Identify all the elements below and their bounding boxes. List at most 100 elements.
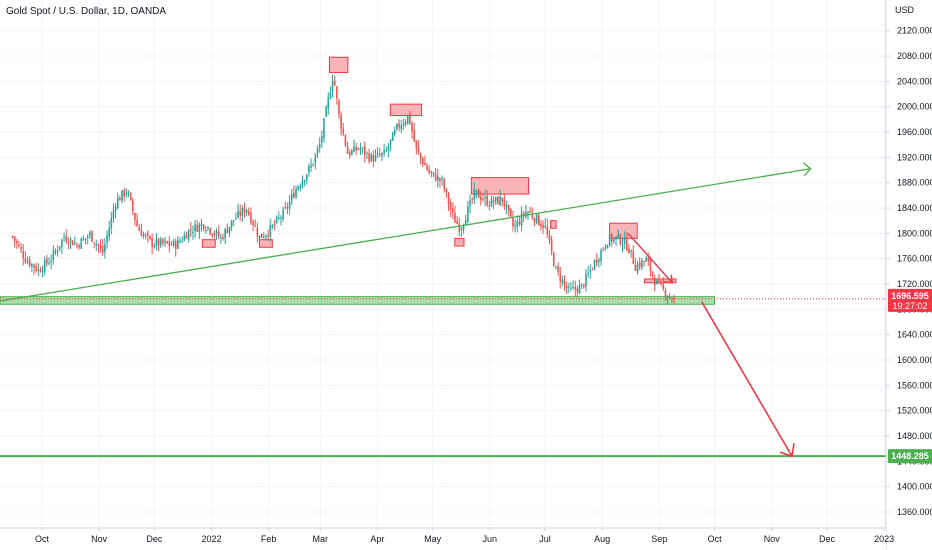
candle-body — [419, 153, 422, 158]
time-tick-label: Feb — [261, 534, 277, 544]
price-tick-label: 1840.000 — [897, 203, 932, 213]
price-tick-label: 1720.000 — [897, 279, 932, 289]
candle-body — [658, 280, 660, 282]
candle-body — [426, 165, 428, 170]
candle-body — [286, 206, 289, 209]
candle-body — [205, 229, 207, 231]
candle-body — [18, 244, 20, 246]
candle-body — [290, 194, 293, 201]
candle-body — [280, 217, 282, 219]
price-tick-label: 1960.000 — [897, 127, 932, 137]
candle-body — [104, 244, 106, 252]
candle-body — [258, 235, 261, 239]
candle-body — [546, 226, 549, 235]
candle-body — [194, 224, 196, 232]
candle-body — [396, 123, 398, 129]
candle-body — [162, 238, 164, 244]
candle-body — [378, 154, 381, 156]
candle-body — [192, 232, 194, 234]
candle-body — [314, 154, 317, 164]
candle-body — [112, 210, 115, 218]
candle-body — [643, 261, 645, 263]
candle-body — [363, 146, 366, 155]
candle-body — [35, 266, 37, 271]
candle-body — [537, 215, 540, 226]
candle-body — [477, 189, 480, 198]
time-tick-label: 2023 — [874, 534, 894, 544]
candle-body — [138, 227, 141, 231]
drawing-lines[interactable] — [0, 162, 886, 458]
candle-body — [164, 240, 166, 243]
candle-body — [340, 114, 342, 129]
candle-body — [260, 233, 263, 238]
candle-body — [217, 231, 220, 237]
time-tick-label: Oct — [35, 534, 50, 544]
candle-body — [479, 196, 482, 201]
candle-body — [41, 270, 44, 273]
candle-body — [220, 237, 222, 239]
time-axis[interactable]: Oct Nov Dec 2022 Feb Mar Apr May Jun Jul Aug Sep Oct… — [0, 527, 894, 550]
candle-body — [671, 298, 673, 300]
candle-body — [61, 239, 63, 247]
candle-body — [299, 185, 302, 188]
small-arrow — [627, 232, 673, 284]
candle-body — [662, 283, 665, 289]
candle-body — [516, 221, 519, 227]
resistance-box — [609, 222, 638, 239]
price-tick-label: 2080.000 — [897, 51, 932, 61]
symbol-title[interactable]: Gold Spot / U.S. Dollar, 1D, OANDA — [6, 6, 167, 17]
candle-body — [486, 195, 488, 206]
time-tick-label: Dec — [819, 534, 836, 544]
candle-body — [43, 259, 46, 272]
small-arrowhead — [664, 274, 674, 284]
candle-body — [514, 225, 516, 228]
candle-body — [626, 238, 628, 250]
candle-body — [570, 287, 572, 289]
candle-body — [456, 221, 458, 224]
candle-body — [587, 273, 589, 275]
candle-body — [452, 208, 454, 214]
candle-body — [222, 237, 224, 240]
candle-body — [31, 263, 33, 267]
candle-body — [273, 224, 276, 226]
candle-body — [226, 229, 229, 233]
candle-body — [458, 223, 461, 232]
drawing-zones[interactable] — [0, 56, 716, 305]
price-axis[interactable]: 2120.000 2080.000 2040.000 2000.000 1960.000… — [885, 0, 932, 550]
candle-body — [263, 236, 265, 238]
candle-body — [460, 228, 463, 230]
candle-body — [595, 259, 598, 263]
candle-body — [441, 178, 443, 180]
candle-body — [527, 211, 529, 214]
candle-body — [666, 296, 669, 298]
candle-body — [250, 212, 252, 223]
candle-body — [86, 236, 89, 238]
candle-body — [159, 239, 162, 246]
candle-body — [247, 211, 250, 215]
candle-body — [116, 197, 119, 208]
candle-body — [39, 270, 42, 272]
candle-body — [91, 231, 93, 242]
candle-body — [166, 241, 168, 244]
candle-body — [189, 229, 192, 231]
candle-body — [415, 140, 418, 149]
candle-body — [95, 243, 98, 245]
candle-body — [237, 210, 239, 218]
candle-body — [22, 251, 25, 259]
candle-body — [89, 232, 91, 237]
candle-body — [499, 196, 501, 206]
time-tick-label: Jun — [483, 534, 498, 544]
candle-body — [336, 86, 338, 99]
candle-body — [209, 228, 211, 234]
candle-body — [638, 262, 641, 267]
candle-body — [535, 214, 538, 224]
candle-body — [252, 221, 254, 226]
candle-body — [179, 241, 181, 243]
support-zone — [0, 296, 716, 305]
candle-body — [518, 221, 521, 225]
candle-body — [303, 180, 306, 182]
candle-body — [172, 240, 175, 246]
candle-body — [593, 260, 596, 269]
target-level-badge — [888, 449, 932, 464]
